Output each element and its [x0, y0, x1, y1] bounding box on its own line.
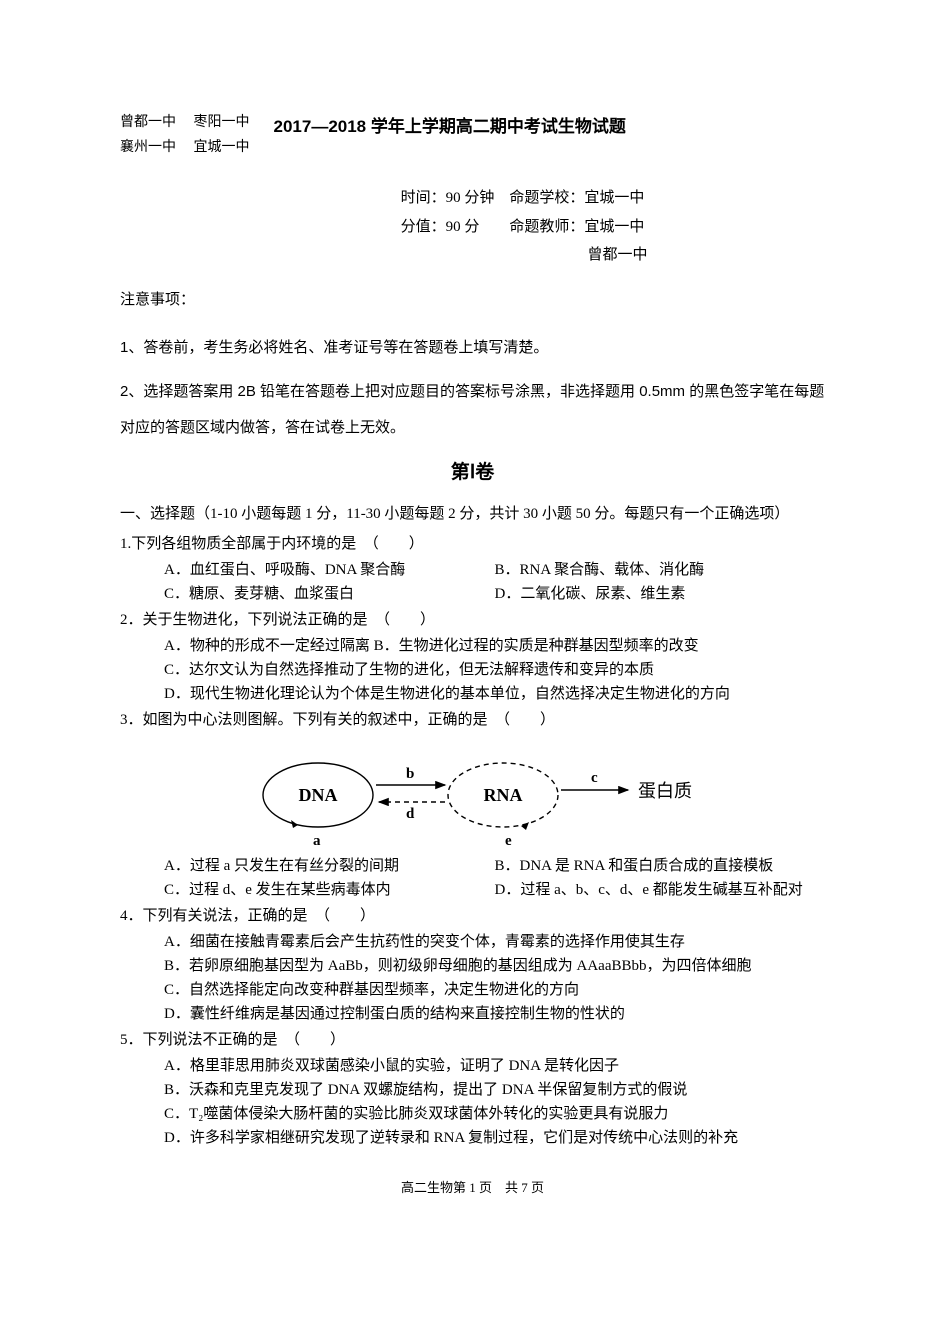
q3-opt-d: D．过程 a、b、c、d、e 都能发生碱基互补配对 — [495, 878, 826, 902]
label-c: c — [591, 770, 598, 786]
meta-school: 命题学校：宜城一中 — [509, 190, 644, 206]
label-d: d — [406, 806, 415, 822]
diagram-svg: DNA a RNA e b d c 蛋白质 — [243, 740, 703, 850]
meta-time: 时间：90 分钟 — [401, 190, 495, 206]
protein-label: 蛋白质 — [638, 781, 692, 801]
meta-block: 时间：90 分钟 命题学校：宜城一中 分值：90 分 命题教师：宜城一中 曾都一… — [220, 184, 825, 270]
header-block: 曾都一中 枣阳一中 襄州一中 宜城一中 2017—2018 学年上学期高二期中考… — [120, 110, 825, 160]
q1-stem: 1.下列各组物质全部属于内环境的是 （ ） — [120, 532, 825, 556]
meta-extra: 曾都一中 — [587, 247, 647, 263]
q1-opt-d: D．二氧化碳、尿素、维生素 — [495, 582, 826, 606]
question-4: 4．下列有关说法，正确的是 （ ） A．细菌在接触青霉素后会产生抗药性的突变个体… — [120, 904, 825, 1026]
question-3-options: A．过程 a 只发生在有丝分裂的间期 B．DNA 是 RNA 和蛋白质合成的直接… — [120, 854, 825, 902]
question-1: 1.下列各组物质全部属于内环境的是 （ ） A．血红蛋白、呼吸酶、DNA 聚合酶… — [120, 532, 825, 606]
q4-opt-b: B．若卵原细胞基因型为 AaBb，则初级卵母细胞的基因组成为 AAaaBBbb，… — [164, 954, 752, 978]
question-3: 3．如图为中心法则图解。下列有关的叙述中，正确的是 （ ） — [120, 708, 825, 732]
school-3: 襄州一中 — [120, 140, 176, 155]
q4-opt-d: D．囊性纤维病是基因通过控制蛋白质的结构来直接控制生物的性状的 — [164, 1002, 625, 1026]
q4-options: A．细菌在接触青霉素后会产生抗药性的突变个体，青霉素的选择作用使其生存 B．若卵… — [164, 930, 825, 1026]
q3-opt-b: B．DNA 是 RNA 和蛋白质合成的直接模板 — [495, 854, 826, 878]
meta-row-1: 时间：90 分钟 命题学校：宜城一中 — [220, 184, 825, 213]
notice-2: 2、选择题答案用 2B 铅笔在答题卷上把对应题目的答案标号涂黑，非选择题用 0.… — [120, 374, 825, 446]
q2-opt-c: C．达尔文认为自然选择推动了生物的进化，但无法解释遗传和变异的本质 — [164, 658, 654, 682]
q5-opt-b: B．沃森和克里克发现了 DNA 双螺旋结构，提出了 DNA 半保留复制方式的假说 — [164, 1078, 687, 1102]
schools-row2: 襄州一中 宜城一中 — [120, 135, 250, 160]
q3-opt-c: C．过程 d、e 发生在某些病毒体内 — [164, 878, 495, 902]
q3-opt-a: A．过程 a 只发生在有丝分裂的间期 — [164, 854, 495, 878]
q4-opt-a: A．细菌在接触青霉素后会产生抗药性的突变个体，青霉素的选择作用使其生存 — [164, 930, 685, 954]
q5-stem: 5．下列说法不正确的是 （ ） — [120, 1028, 825, 1052]
rna-loop-arrowhead — [521, 822, 529, 830]
exam-title-rest: 学年上学期高二期中考试生物试题 — [366, 117, 626, 136]
school-4: 宜城一中 — [194, 140, 250, 155]
central-dogma-diagram: DNA a RNA e b d c 蛋白质 — [120, 740, 825, 850]
q1-opt-a: A．血红蛋白、呼吸酶、DNA 聚合酶 — [164, 558, 495, 582]
exam-year: 2017—2018 — [274, 117, 367, 136]
q5-options: A．格里菲思用肺炎双球菌感染小鼠的实验，证明了 DNA 是转化因子 B．沃森和克… — [164, 1054, 825, 1150]
school-1: 曾都一中 — [120, 115, 176, 130]
meta-row-2: 分值：90 分 命题教师：宜城一中 — [220, 213, 825, 242]
q2-opt-d: D．现代生物进化理论认为个体是生物进化的基本单位，自然选择决定生物进化的方向 — [164, 682, 730, 706]
section-1-instructions: 一、选择题（1-10 小题每题 1 分，11-30 小题每题 2 分，共计 30… — [120, 502, 825, 526]
page-footer: 高二生物第 1 页 共 7 页 — [120, 1178, 825, 1199]
section-1-title: 第Ⅰ卷 — [120, 458, 825, 488]
q3-stem: 3．如图为中心法则图解。下列有关的叙述中，正确的是 （ ） — [120, 708, 825, 732]
q4-opt-c: C．自然选择能定向改变种群基因型频率，决定生物进化的方向 — [164, 978, 579, 1002]
q2-opt-a: A．物种的形成不一定经过隔离 — [164, 634, 370, 658]
q1-opt-c: C．糖原、麦芽糖、血浆蛋白 — [164, 582, 495, 606]
q4-stem: 4．下列有关说法，正确的是 （ ） — [120, 904, 825, 928]
label-a: a — [313, 833, 321, 849]
schools-grid: 曾都一中 枣阳一中 襄州一中 宜城一中 — [120, 110, 250, 160]
question-2: 2．关于生物进化，下列说法正确的是 （ ） A．物种的形成不一定经过隔离 B．生… — [120, 608, 825, 706]
label-b: b — [406, 766, 414, 782]
q5-opt-c: C．T₂噬菌体侵染大肠杆菌的实验比肺炎双球菌体外转化的实验更具有说服力 — [164, 1102, 668, 1126]
q3-options: A．过程 a 只发生在有丝分裂的间期 B．DNA 是 RNA 和蛋白质合成的直接… — [164, 854, 825, 902]
label-e: e — [505, 833, 512, 849]
q2-opt-b: B．生物进化过程的实质是种群基因型频率的改变 — [374, 634, 699, 658]
question-5: 5．下列说法不正确的是 （ ） A．格里菲思用肺炎双球菌感染小鼠的实验，证明了 … — [120, 1028, 825, 1150]
notice-heading: 注意事项： — [120, 288, 825, 312]
meta-teacher: 命题教师：宜城一中 — [509, 219, 644, 235]
exam-title: 2017—2018 学年上学期高二期中考试生物试题 — [274, 113, 626, 140]
meta-score: 分值：90 分 — [401, 219, 480, 235]
q2-stem: 2．关于生物进化，下列说法正确的是 （ ） — [120, 608, 825, 632]
q1-options: A．血红蛋白、呼吸酶、DNA 聚合酶 B．RNA 聚合酶、载体、消化酶 C．糖原… — [164, 558, 825, 606]
q5-opt-d: D．许多科学家相继研究发现了逆转录和 RNA 复制过程，它们是对传统中心法则的补… — [164, 1126, 738, 1150]
schools-row1: 曾都一中 枣阳一中 — [120, 110, 250, 135]
notice-1: 1、答卷前，考生务必将姓名、准考证号等在答题卷上填写清楚。 — [120, 330, 825, 366]
meta-row-3: 曾都一中 — [220, 241, 825, 270]
q1-opt-b: B．RNA 聚合酶、载体、消化酶 — [495, 558, 826, 582]
q5-opt-a: A．格里菲思用肺炎双球菌感染小鼠的实验，证明了 DNA 是转化因子 — [164, 1054, 619, 1078]
rna-label: RNA — [483, 785, 522, 805]
q2-options: A．物种的形成不一定经过隔离 B．生物进化过程的实质是种群基因型频率的改变 C．… — [164, 634, 825, 706]
school-2: 枣阳一中 — [194, 115, 250, 130]
dna-label: DNA — [298, 785, 337, 805]
